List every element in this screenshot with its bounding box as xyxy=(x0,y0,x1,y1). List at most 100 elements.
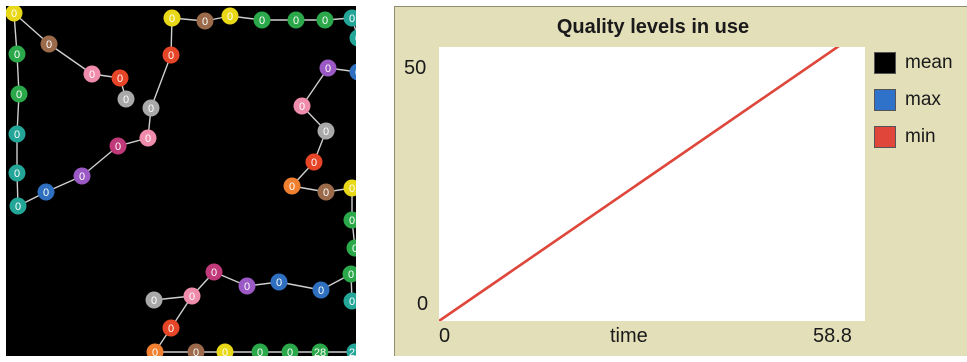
node-label: 0 xyxy=(89,69,95,81)
network-node[interactable]: 0 xyxy=(343,179,357,197)
plot-title: Quality levels in use xyxy=(556,16,750,38)
node-label: 0 xyxy=(355,67,356,79)
network-node[interactable]: 0 xyxy=(287,11,305,29)
network-node[interactable]: 0 xyxy=(6,6,23,22)
network-node[interactable]: 0 xyxy=(317,183,335,201)
network-link xyxy=(48,43,93,75)
legend-item-mean: mean xyxy=(874,44,953,81)
plot-area xyxy=(439,47,865,321)
legend-item-min: min xyxy=(874,118,953,155)
network-node[interactable]: 0 xyxy=(187,343,205,357)
node-label: 0 xyxy=(276,277,282,289)
network-node[interactable]: 0 xyxy=(343,211,357,229)
node-label: 0 xyxy=(117,73,123,85)
x-max-label: 58.8 xyxy=(813,325,852,347)
network-node[interactable]: 22 xyxy=(346,343,357,357)
network-node[interactable]: 0 xyxy=(270,273,288,291)
node-label: 0 xyxy=(355,33,356,45)
network-node[interactable]: 0 xyxy=(40,35,58,53)
node-label: 0 xyxy=(46,39,52,51)
network-node[interactable]: 0 xyxy=(346,239,357,257)
network-node[interactable]: 0 xyxy=(196,12,214,30)
network-node[interactable]: 0 xyxy=(9,197,27,215)
series-line-min xyxy=(439,47,840,321)
network-node[interactable]: 0 xyxy=(253,11,271,29)
node-label: 0 xyxy=(169,13,175,25)
network-node[interactable]: 0 xyxy=(8,45,26,63)
node-label: 0 xyxy=(115,141,121,153)
node-label: 0 xyxy=(79,171,85,183)
network-node[interactable]: 0 xyxy=(111,69,129,87)
node-label: 0 xyxy=(349,296,355,308)
node-label: 0 xyxy=(16,89,22,101)
network-node[interactable]: 0 xyxy=(8,125,26,143)
network-node[interactable]: 0 xyxy=(146,343,164,357)
legend-swatch-max xyxy=(874,88,896,111)
node-label: 0 xyxy=(349,183,355,195)
legend: mean max min xyxy=(874,44,953,155)
network-node[interactable]: 0 xyxy=(205,263,223,281)
network-node[interactable]: 0 xyxy=(117,90,135,108)
network-node[interactable]: 0 xyxy=(319,59,337,77)
network-node[interactable]: 0 xyxy=(145,291,163,309)
network-node[interactable]: 0 xyxy=(342,265,357,283)
network-node[interactable]: 0 xyxy=(221,7,239,25)
node-label: 0 xyxy=(43,187,49,199)
network-node[interactable]: 0 xyxy=(183,287,201,305)
network-node[interactable]: 28 xyxy=(311,343,329,357)
node-label: 0 xyxy=(14,49,20,61)
node-label: 0 xyxy=(348,269,354,281)
network-node[interactable]: 0 xyxy=(37,183,55,201)
node-label: 0 xyxy=(123,94,129,106)
network-node[interactable]: 0 xyxy=(316,11,334,29)
network-node[interactable]: 0 xyxy=(139,129,157,147)
node-label: 0 xyxy=(193,347,199,356)
network-node[interactable]: 0 xyxy=(283,177,301,195)
legend-label-max: max xyxy=(905,88,941,110)
node-label: 0 xyxy=(211,267,217,279)
series-line-mean xyxy=(439,47,840,321)
node-label: 0 xyxy=(289,181,295,193)
network-node[interactable]: 0 xyxy=(8,164,26,182)
node-label: 0 xyxy=(325,63,331,75)
network-node[interactable]: 0 xyxy=(109,137,127,155)
node-label: 0 xyxy=(148,103,154,115)
network-node[interactable]: 0 xyxy=(305,153,323,171)
network-node[interactable]: 0 xyxy=(73,167,91,185)
network-node[interactable]: 0 xyxy=(293,97,311,115)
network-link xyxy=(150,54,172,109)
network-node[interactable]: 0 xyxy=(317,122,335,140)
node-label: 0 xyxy=(145,133,151,145)
node-label: 0 xyxy=(287,347,293,356)
network-node[interactable]: 0 xyxy=(343,9,357,27)
network-node[interactable]: 0 xyxy=(163,9,181,27)
node-label: 0 xyxy=(299,101,305,113)
network-node[interactable]: 0 xyxy=(349,63,357,81)
plot-panel: Quality levels in use 50 0 0 time 58.8 m… xyxy=(394,6,967,356)
network-node[interactable]: 0 xyxy=(312,281,330,299)
node-label: 0 xyxy=(311,157,317,169)
network-node[interactable]: 0 xyxy=(162,46,180,64)
x-axis-label: time xyxy=(610,325,648,347)
network-node[interactable]: 0 xyxy=(10,85,28,103)
network-node[interactable]: 0 xyxy=(162,319,180,337)
node-label: 0 xyxy=(322,15,328,27)
network-node[interactable]: 0 xyxy=(142,99,160,117)
series-line-max xyxy=(439,47,840,321)
line-chart xyxy=(439,47,840,321)
network-node[interactable]: 0 xyxy=(349,29,357,47)
node-label: 0 xyxy=(349,215,355,227)
node-label: 22 xyxy=(349,347,356,356)
node-label: 0 xyxy=(168,323,174,335)
network-node[interactable]: 0 xyxy=(238,277,256,295)
node-label: 0 xyxy=(189,291,195,303)
network-node[interactable]: 0 xyxy=(343,292,357,310)
network-node[interactable]: 0 xyxy=(251,343,269,357)
network-node[interactable]: 0 xyxy=(83,65,101,83)
node-label: 0 xyxy=(15,201,21,213)
node-label: 0 xyxy=(14,129,20,141)
network-node[interactable]: 0 xyxy=(216,343,234,357)
network-node[interactable]: 0 xyxy=(281,343,299,357)
legend-swatch-mean xyxy=(874,51,896,74)
